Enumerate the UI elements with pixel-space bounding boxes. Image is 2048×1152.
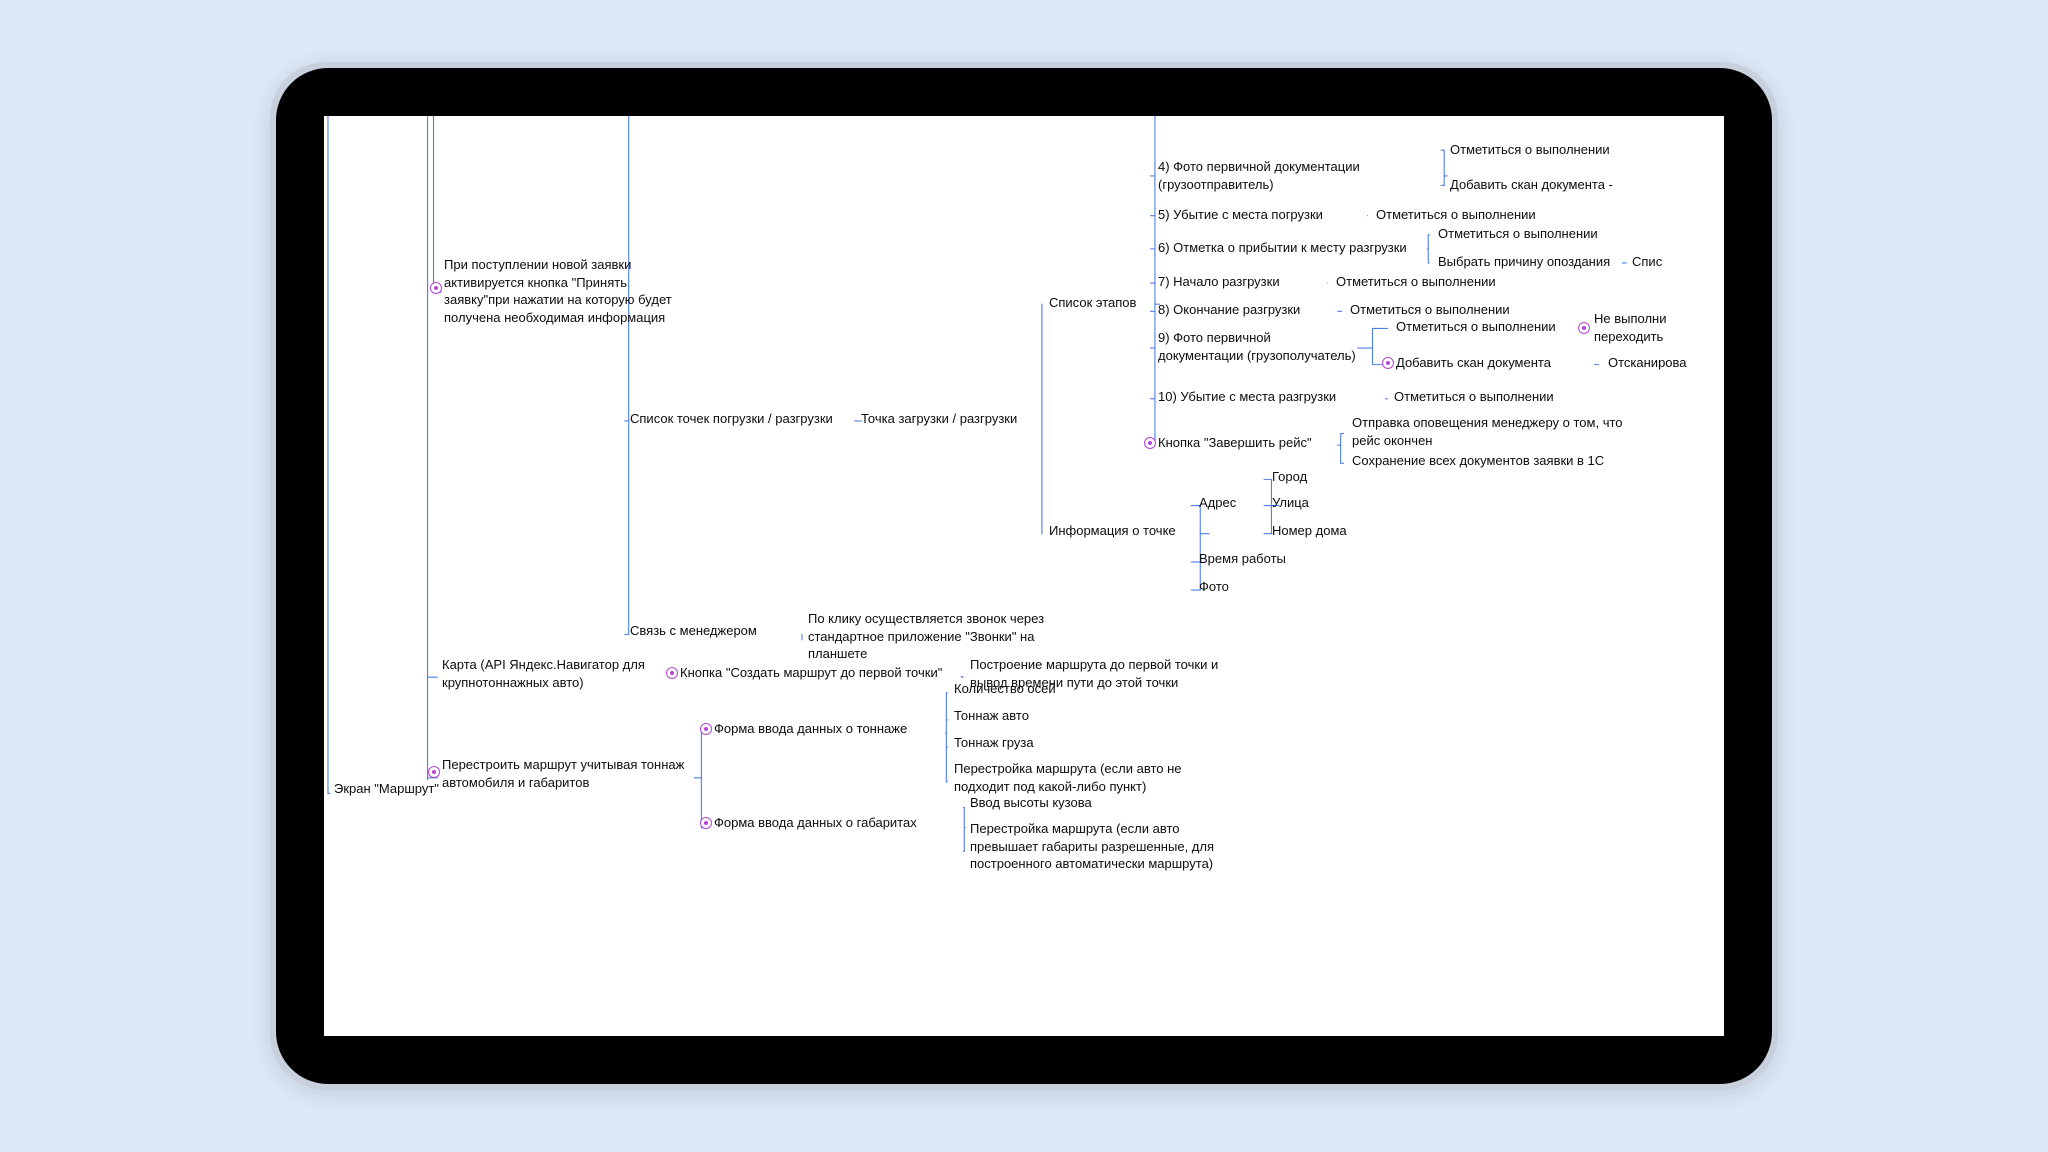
node-marker-icon [1578,322,1590,334]
mindmap-node[interactable]: Список этапов [1049,294,1159,312]
mindmap-node[interactable]: Отсканирова [1608,354,1718,372]
mindmap-node[interactable]: 7) Начало разгрузки [1158,273,1328,291]
mindmap-node[interactable]: Точка загрузки / разгрузки [861,410,1041,428]
mindmap-node[interactable]: Форма ввода данных о габаритах [714,814,964,832]
mindmap-node[interactable]: Не выполни переходить [1594,310,1714,345]
node-marker-icon [1382,357,1394,369]
mindmap-node[interactable]: Экран "Маршрут" [334,780,454,798]
mindmap-node[interactable]: Адрес [1199,494,1279,512]
mindmap-node[interactable]: Время работы [1199,550,1319,568]
mindmap-node[interactable]: Улица [1272,494,1352,512]
tablet-frame: При поступлении новой заявки активируетс… [270,62,1778,1090]
mindmap-node[interactable]: Перестройка маршрута (если авто превышае… [970,820,1250,873]
mindmap-node[interactable]: 6) Отметка о прибытии к месту разгрузки [1158,239,1428,257]
mindmap-node[interactable]: Отметиться о выполнении [1450,141,1640,159]
mindmap-node[interactable]: Отметиться о выполнении [1376,206,1566,224]
mindmap-node[interactable]: Кнопка "Создать маршрут до первой точки" [680,664,960,682]
mindmap-node[interactable]: 8) Окончание разгрузки [1158,301,1338,319]
stage: При поступлении новой заявки активируетс… [0,0,2048,1152]
node-marker-icon [666,667,678,679]
mindmap-node[interactable]: Добавить скан документа [1396,354,1596,372]
mindmap-node[interactable]: Номер дома [1272,522,1382,540]
mindmap-node[interactable]: По клику осуществляется звонок через ста… [808,610,1088,663]
mindmap-node[interactable]: Список точек погрузки / разгрузки [630,410,860,428]
mindmap-node[interactable]: 4) Фото первичной документации (грузоотп… [1158,158,1448,193]
mindmap-node[interactable]: Сохранение всех документов заявки в 1С [1352,452,1652,470]
mindmap-node[interactable]: Тоннаж груза [954,734,1074,752]
mindmap-node[interactable]: Спис [1632,253,1692,271]
node-marker-icon [1144,437,1156,449]
mindmap-node[interactable]: Карта (API Яндекс.Навигатор для крупното… [442,656,672,691]
mindmap-node[interactable]: Ввод высоты кузова [970,794,1170,812]
mindmap-node[interactable]: Отправка оповещения менеджеру о том, что… [1352,414,1632,449]
mindmap-node[interactable]: Отметиться о выполнении [1350,301,1540,319]
mindmap-node[interactable]: Перестройка маршрута (если авто не подхо… [954,760,1214,795]
node-marker-icon [428,766,440,778]
mindmap-node[interactable]: Город [1272,468,1352,486]
mindmap-node[interactable]: При поступлении новой заявки активируетс… [444,256,674,326]
node-marker-icon [430,282,442,294]
node-marker-icon [700,723,712,735]
tablet-bezel: При поступлении новой заявки активируетс… [276,68,1772,1084]
mindmap-node[interactable]: Кнопка "Завершить рейс" [1158,434,1338,452]
mindmap-node[interactable]: 5) Убытие с места погрузки [1158,206,1368,224]
mindmap-node[interactable]: Связь с менеджером [630,622,800,640]
mindmap-node[interactable]: Отметиться о выполнении [1336,273,1526,291]
screen: При поступлении новой заявки активируетс… [324,116,1724,1036]
mindmap-node[interactable]: Добавить скан документа - [1450,176,1650,194]
mindmap-node[interactable]: Отметиться о выполнении [1394,388,1584,406]
mindmap-canvas[interactable]: При поступлении новой заявки активируетс… [324,116,1724,1036]
node-marker-icon [700,817,712,829]
mindmap-node[interactable]: Перестроить маршрут учитывая тоннаж авто… [442,756,692,791]
mindmap-node[interactable]: Фото [1199,578,1259,596]
mindmap-node[interactable]: 9) Фото первичной документации (грузопол… [1158,329,1358,364]
mindmap-node[interactable]: Тоннаж авто [954,707,1074,725]
mindmap-node[interactable]: 10) Убытие с места разгрузки [1158,388,1388,406]
mindmap-node[interactable]: Отметиться о выполнении [1396,318,1586,336]
mindmap-node[interactable]: Информация о точке [1049,522,1209,540]
mindmap-node[interactable]: Количество осей [954,680,1114,698]
mindmap-node[interactable]: Выбрать причину опоздания [1438,253,1628,271]
mindmap-node[interactable]: Отметиться о выполнении [1438,225,1628,243]
mindmap-node[interactable]: Форма ввода данных о тоннаже [714,720,944,738]
